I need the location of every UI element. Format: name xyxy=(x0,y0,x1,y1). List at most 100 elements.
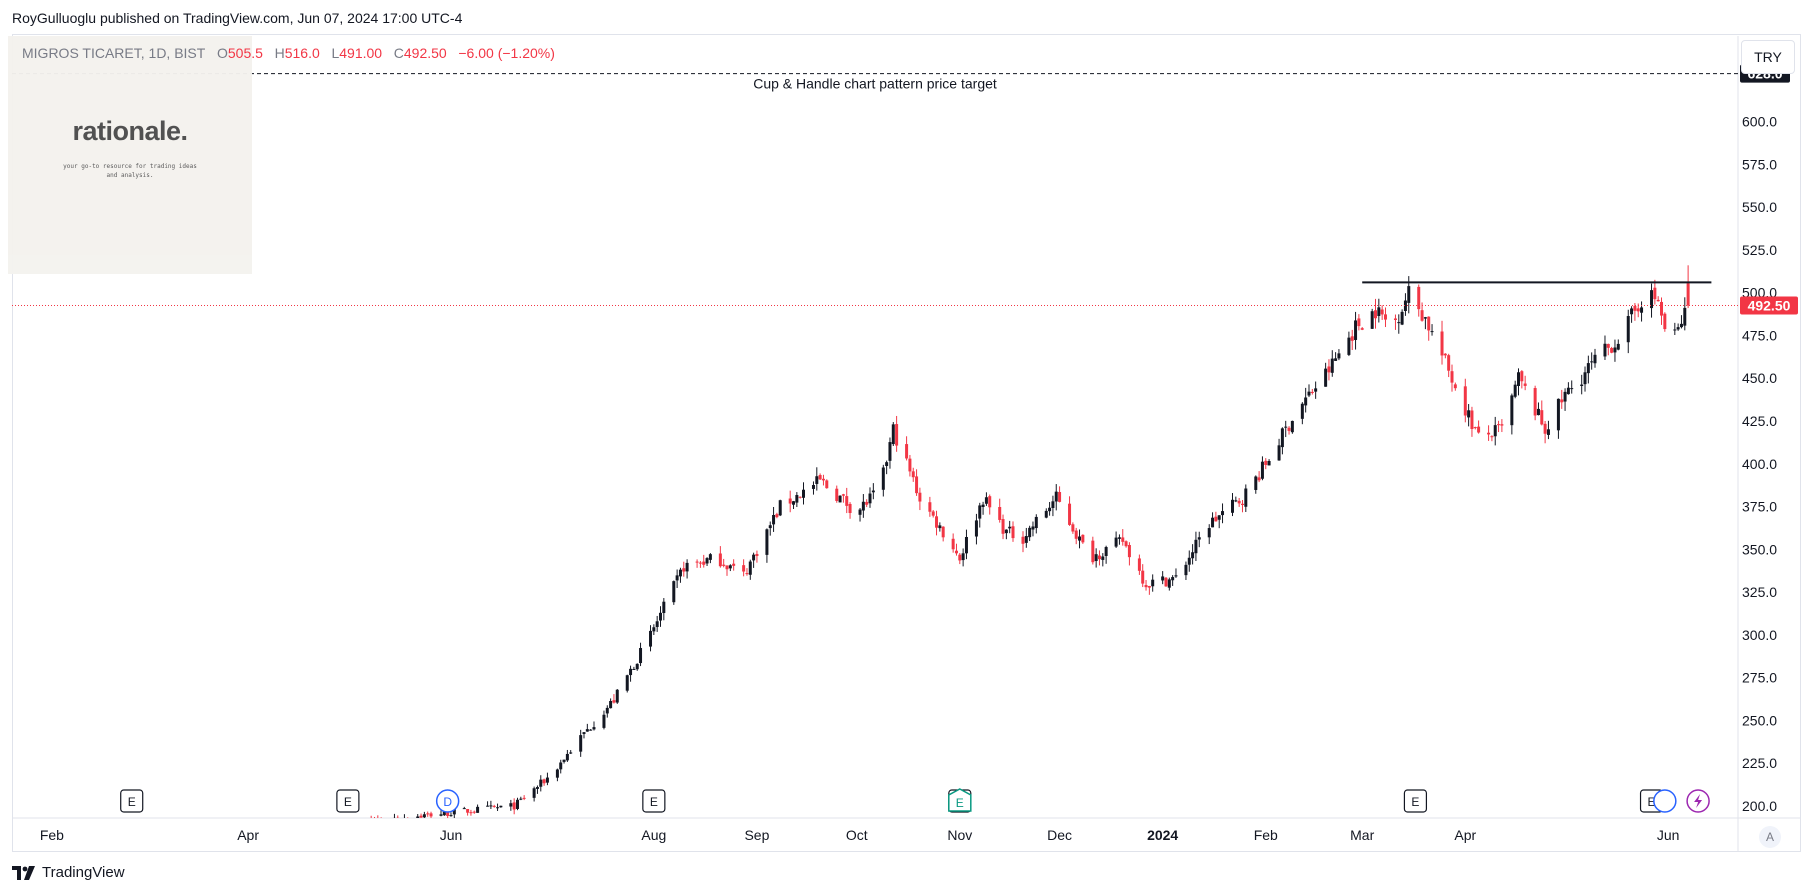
candle-body xyxy=(632,668,636,670)
legend-symbol: MIGROS TICARET, 1D, BIST xyxy=(22,45,206,61)
y-tick-label: 375.0 xyxy=(1742,499,1777,515)
candle-body xyxy=(908,458,912,472)
candle-body xyxy=(419,815,423,818)
auto-scale-button[interactable]: A xyxy=(1759,826,1781,848)
candle-body xyxy=(732,563,736,566)
candle-body xyxy=(353,821,356,825)
candle-body xyxy=(858,509,862,515)
candle-body xyxy=(792,501,796,505)
candles-group xyxy=(346,265,1690,827)
candle-body xyxy=(984,497,988,504)
candle-body xyxy=(1546,429,1550,435)
candle-body xyxy=(918,492,922,502)
candle-body xyxy=(1264,460,1268,465)
candle-body xyxy=(1606,343,1610,348)
candle-body xyxy=(835,488,839,501)
candle-body xyxy=(801,489,805,498)
candle-body xyxy=(446,809,450,816)
earnings-upcoming-marker xyxy=(948,788,972,812)
candle-body xyxy=(429,813,433,817)
candle-body xyxy=(1610,348,1614,353)
candle-body xyxy=(1217,515,1221,520)
y-tick-label: 425.0 xyxy=(1742,413,1777,429)
candle-body xyxy=(542,779,546,784)
candle-body xyxy=(718,553,722,567)
candle-body xyxy=(615,689,619,703)
y-tick-label: 450.0 xyxy=(1742,370,1777,386)
candle-body xyxy=(838,495,842,503)
candle-body xyxy=(1583,372,1587,385)
candle-body xyxy=(1663,313,1667,330)
candle-body xyxy=(1626,316,1630,343)
candle-body xyxy=(981,504,985,507)
candle-body xyxy=(1536,408,1540,416)
candle-body xyxy=(1430,331,1434,333)
candle-body xyxy=(346,823,349,827)
candle-body xyxy=(911,471,915,478)
candle-body xyxy=(565,753,569,761)
y-tick-label: 575.0 xyxy=(1742,156,1777,172)
candle-body xyxy=(795,495,799,503)
y-tick-label: 250.0 xyxy=(1742,712,1777,728)
candle-body xyxy=(649,630,653,647)
last-price-tag xyxy=(1740,296,1798,315)
x-tick-label: Nov xyxy=(947,827,972,843)
candle-body xyxy=(1097,555,1101,560)
candle-body xyxy=(1307,391,1311,396)
candle-body xyxy=(698,562,702,564)
candle-body xyxy=(1450,371,1454,383)
y-tick-label: 325.0 xyxy=(1742,584,1777,600)
candle-body xyxy=(748,561,752,575)
candle-body xyxy=(811,485,815,489)
candle-body xyxy=(752,554,756,561)
candle-body xyxy=(1543,423,1547,434)
candle-body xyxy=(1260,461,1264,479)
candle-body xyxy=(1407,286,1411,303)
candle-body xyxy=(635,663,639,670)
candle-body xyxy=(1470,410,1474,430)
x-tick-label: Dec xyxy=(1047,827,1072,843)
legend-close-label: C xyxy=(393,45,404,61)
candle-body xyxy=(376,819,379,820)
candle-body xyxy=(545,777,549,783)
candle-body xyxy=(373,820,376,821)
y-tick-label: 350.0 xyxy=(1742,541,1777,557)
candle-body xyxy=(1370,311,1374,329)
candle-body xyxy=(1194,539,1198,554)
candle-body xyxy=(539,779,543,787)
y-tick-label: 225.0 xyxy=(1742,755,1777,771)
candle-body xyxy=(964,536,968,554)
candle-body xyxy=(1477,426,1481,433)
candle-body xyxy=(442,810,446,816)
candle-body xyxy=(1420,310,1424,321)
candle-body xyxy=(1197,537,1201,540)
candle-body xyxy=(422,814,426,818)
candle-body xyxy=(1074,530,1078,539)
candle-body xyxy=(1467,410,1471,418)
y-tick-label: 300.0 xyxy=(1742,627,1777,643)
candle-body xyxy=(383,821,386,822)
candle-body xyxy=(675,575,679,581)
candle-body xyxy=(815,476,819,484)
earnings-marker-label: E xyxy=(344,795,352,809)
candle-body xyxy=(1347,337,1351,355)
candle-body xyxy=(1453,384,1457,389)
candle-body xyxy=(609,701,613,709)
tradingview-logo[interactable]: TradingView xyxy=(12,864,125,881)
candle-body xyxy=(1021,536,1025,544)
candle-body xyxy=(535,787,539,789)
y-tick-label: 275.0 xyxy=(1742,670,1777,686)
candle-body xyxy=(1117,537,1121,539)
currency-button[interactable]: TRY xyxy=(1741,40,1795,74)
candle-body xyxy=(915,476,919,494)
earnings-marker-label: E xyxy=(1648,795,1656,809)
candle-body xyxy=(998,506,1002,520)
earnings-upcoming-marker-label: E xyxy=(956,796,964,810)
candle-body xyxy=(938,525,942,529)
candle-body xyxy=(1051,501,1055,508)
candle-body xyxy=(1423,317,1427,319)
candle-body xyxy=(728,565,732,569)
candle-body xyxy=(958,554,962,561)
legend-low-label: L xyxy=(331,45,340,61)
